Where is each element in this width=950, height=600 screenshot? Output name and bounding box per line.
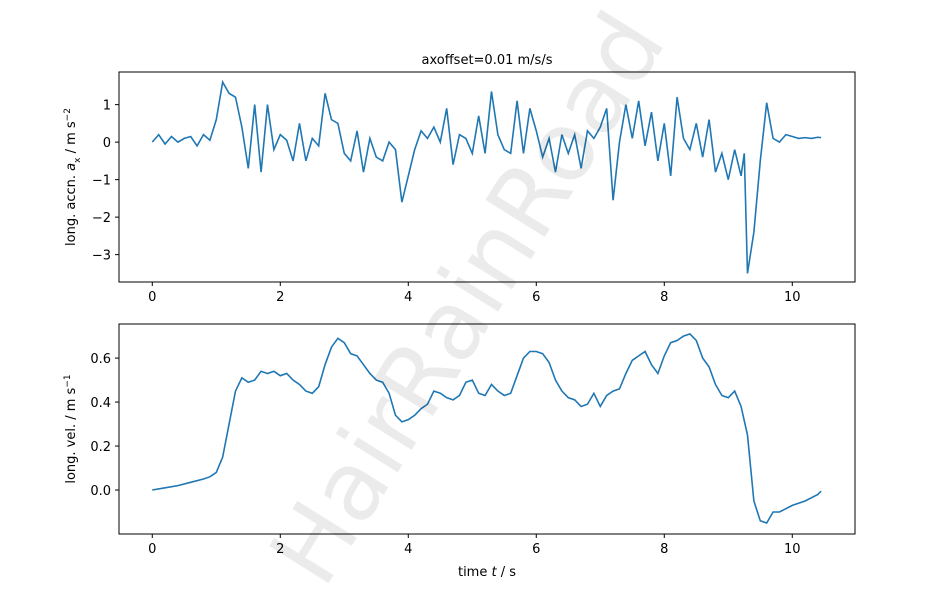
y-tick-label: 0 — [103, 136, 111, 151]
label-part: x — [73, 157, 83, 163]
x-tick-label: 6 — [532, 290, 540, 305]
label-part: a — [64, 163, 79, 171]
label-part: t — [491, 565, 497, 580]
x-tick-label: 0 — [148, 290, 156, 305]
y-tick-label: −1 — [92, 174, 111, 189]
label-part: long. accn. — [64, 171, 79, 246]
x-tick-label: 10 — [784, 542, 801, 557]
y-tick-label: −2 — [92, 211, 111, 226]
x-tick-label: 2 — [276, 290, 284, 305]
x-tick-label: 8 — [660, 542, 668, 557]
label-part: time — [458, 565, 492, 580]
x-tick-label: 6 — [532, 542, 540, 557]
axes-frame — [118, 71, 856, 283]
y-tick-label: −3 — [92, 249, 111, 264]
axis-label: long. accn. ax / m s−2 — [63, 108, 83, 246]
label-part: −1 — [63, 374, 73, 387]
chart-title: axoffset=0.01 m/s/s — [422, 53, 553, 68]
x-tick-label: 4 — [404, 290, 412, 305]
label-part: −2 — [63, 108, 73, 121]
x-tick-label: 10 — [784, 290, 801, 305]
axis-label: time t / s — [458, 565, 516, 580]
label-part: / m s — [64, 121, 79, 157]
data-line — [151, 79, 822, 274]
y-tick-label: 0.2 — [90, 440, 111, 455]
x-tick-label: 4 — [404, 542, 412, 557]
x-tick-label: 0 — [148, 542, 156, 557]
y-tick-label: 0.6 — [90, 352, 111, 367]
x-tick-label: 8 — [660, 290, 668, 305]
label-part: / s — [497, 565, 517, 580]
axis-label: long. vel. / m s−1 — [63, 374, 79, 483]
y-tick-label: 1 — [103, 99, 111, 114]
x-tick-label: 2 — [276, 542, 284, 557]
axes-frame — [118, 323, 856, 535]
label-part: long. vel. / m s — [64, 387, 79, 483]
y-tick-label: 0.4 — [90, 396, 111, 411]
y-tick-label: 0.0 — [90, 484, 111, 499]
data-line — [152, 332, 822, 524]
